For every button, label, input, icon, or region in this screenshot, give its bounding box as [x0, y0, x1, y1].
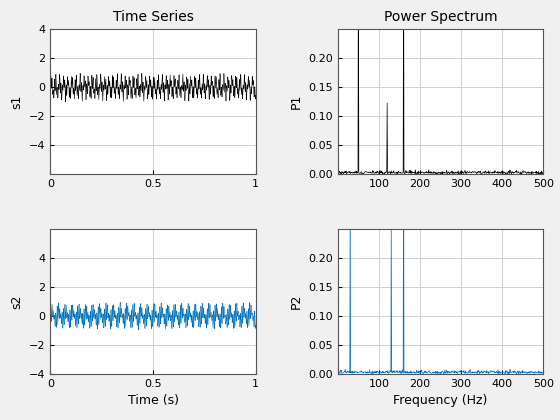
Y-axis label: s2: s2	[11, 294, 24, 309]
Y-axis label: P1: P1	[290, 94, 303, 110]
Y-axis label: s1: s1	[11, 94, 24, 109]
Y-axis label: P2: P2	[290, 294, 303, 309]
Title: Power Spectrum: Power Spectrum	[384, 10, 497, 24]
X-axis label: Frequency (Hz): Frequency (Hz)	[393, 394, 488, 407]
Title: Time Series: Time Series	[113, 10, 194, 24]
X-axis label: Time (s): Time (s)	[128, 394, 179, 407]
